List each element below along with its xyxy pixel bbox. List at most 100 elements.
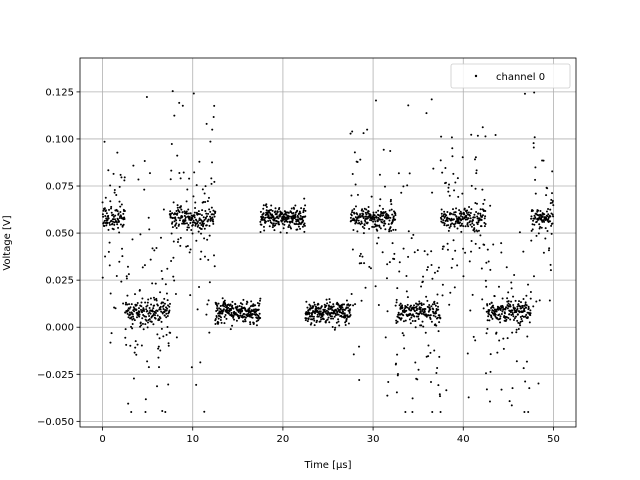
data-point — [506, 307, 509, 310]
data-point — [538, 227, 541, 230]
data-point — [305, 317, 308, 320]
data-point — [546, 230, 549, 233]
data-point — [163, 311, 166, 314]
data-point — [364, 220, 367, 223]
data-point — [112, 215, 115, 218]
data-point — [213, 254, 216, 257]
data-point — [151, 282, 154, 285]
data-point — [326, 318, 329, 321]
data-point — [489, 204, 492, 207]
data-point — [236, 305, 239, 308]
data-point — [349, 308, 351, 311]
data-point — [552, 215, 555, 218]
data-point — [482, 202, 485, 205]
data-point — [455, 215, 458, 218]
data-point — [117, 220, 120, 223]
data-point — [255, 320, 258, 323]
data-point — [251, 316, 254, 319]
data-point — [265, 203, 268, 206]
data-point — [131, 313, 134, 316]
data-point — [473, 216, 476, 219]
data-point — [291, 218, 294, 221]
data-point — [446, 216, 449, 219]
data-point — [154, 312, 157, 315]
data-point — [523, 310, 526, 313]
data-point — [416, 249, 419, 252]
data-point — [103, 207, 106, 210]
data-point — [321, 315, 324, 318]
data-point — [454, 249, 457, 252]
data-point — [191, 217, 194, 220]
data-point — [522, 298, 525, 301]
data-point — [208, 331, 211, 334]
data-point — [442, 245, 445, 248]
data-point — [129, 344, 132, 347]
y-tick-label: 0.075 — [45, 182, 74, 193]
data-point — [370, 219, 373, 222]
data-point — [474, 187, 477, 190]
data-point — [368, 227, 371, 230]
data-point — [157, 356, 160, 359]
data-point — [534, 166, 537, 169]
data-point — [259, 220, 262, 223]
data-point — [450, 212, 453, 215]
data-point — [495, 331, 498, 334]
data-point — [381, 218, 384, 221]
data-point — [110, 207, 113, 210]
data-point — [185, 200, 188, 203]
data-point — [430, 264, 433, 267]
data-point — [432, 308, 435, 311]
data-point — [549, 220, 552, 223]
data-point — [133, 351, 136, 354]
data-point — [157, 347, 160, 350]
data-point — [425, 295, 428, 298]
data-point — [360, 262, 363, 265]
data-point — [409, 304, 412, 307]
data-point — [223, 315, 226, 318]
data-point — [101, 201, 104, 204]
data-point — [532, 217, 535, 220]
data-point — [384, 228, 387, 231]
data-point — [160, 327, 163, 330]
data-point — [181, 211, 184, 214]
data-point — [199, 222, 202, 225]
data-point — [443, 222, 446, 225]
data-point — [210, 177, 213, 180]
data-point — [228, 310, 231, 313]
data-point — [519, 320, 522, 323]
data-point — [455, 207, 458, 210]
data-point — [481, 215, 484, 218]
data-point — [438, 321, 441, 324]
data-point — [143, 159, 146, 162]
data-point — [476, 134, 479, 137]
y-axis-label: Voltage [V] — [2, 215, 13, 270]
data-point — [201, 222, 204, 225]
data-point — [143, 264, 146, 267]
data-point — [210, 182, 213, 185]
data-point — [494, 313, 497, 316]
data-point — [498, 339, 501, 342]
data-point — [143, 310, 146, 313]
data-point — [425, 112, 428, 115]
data-point — [281, 212, 284, 215]
data-point — [277, 217, 280, 220]
data-point — [317, 315, 320, 318]
data-point — [147, 366, 150, 369]
data-point — [294, 216, 297, 219]
data-point — [543, 220, 546, 223]
data-point — [325, 319, 328, 322]
data-point — [516, 319, 519, 322]
data-point — [469, 217, 472, 220]
data-point — [469, 211, 472, 214]
data-point — [159, 236, 162, 239]
data-point — [452, 239, 455, 242]
data-point — [126, 303, 129, 306]
data-point — [461, 215, 464, 218]
data-point — [449, 225, 452, 228]
data-point — [216, 307, 219, 310]
data-point — [440, 135, 443, 138]
data-point — [375, 211, 378, 214]
data-point — [203, 227, 206, 230]
data-point — [130, 325, 133, 328]
data-point — [525, 294, 528, 297]
